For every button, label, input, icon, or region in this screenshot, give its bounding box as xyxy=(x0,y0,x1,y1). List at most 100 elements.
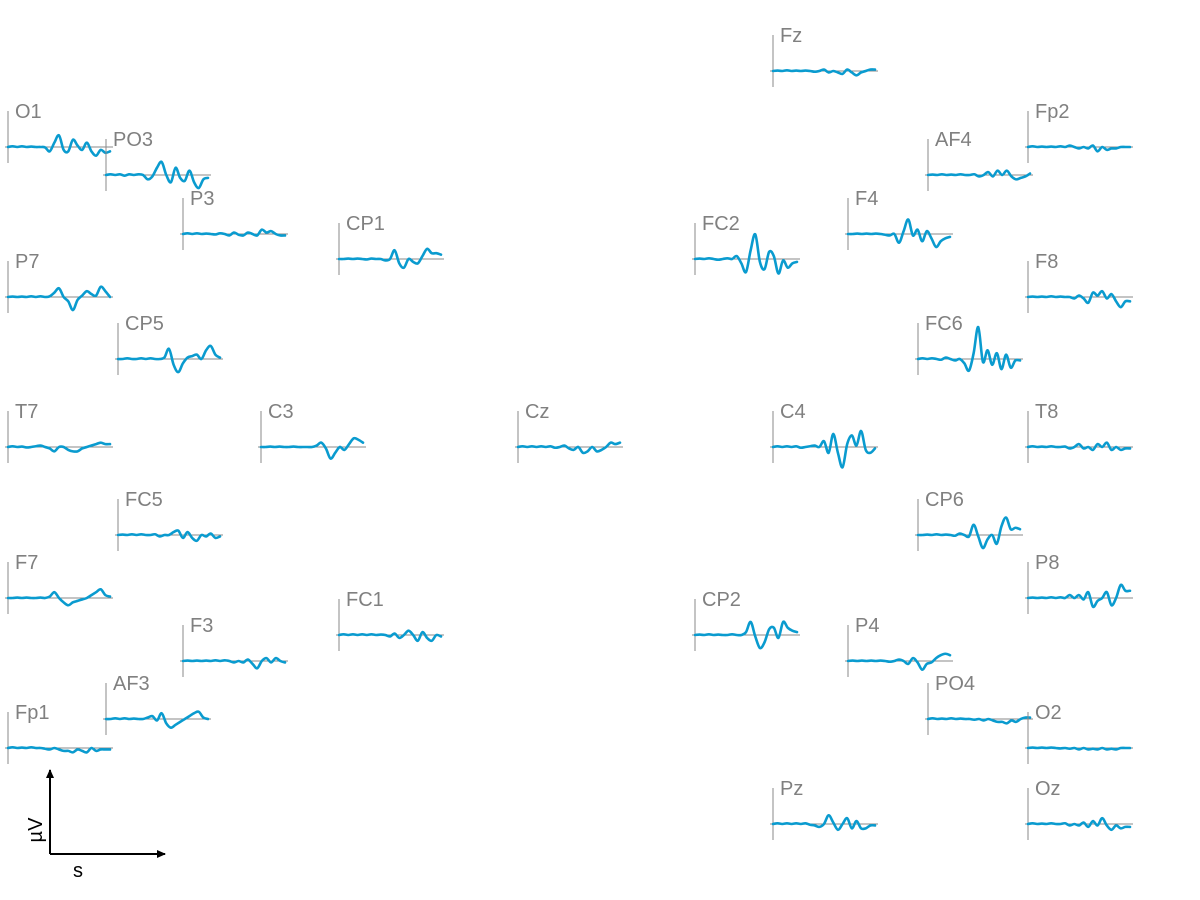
channel-p7: P7 xyxy=(5,251,113,313)
channel-waveform xyxy=(337,247,443,270)
channel-label: PO4 xyxy=(935,673,975,695)
channel-label: Fp2 xyxy=(1035,101,1069,123)
channel-label: P7 xyxy=(15,251,39,273)
channel-label: FC2 xyxy=(702,213,740,235)
channel-label: F8 xyxy=(1035,251,1058,273)
channel-label: CP6 xyxy=(925,489,964,511)
channel-label: Cz xyxy=(525,401,549,423)
channel-plots: O1 PO3 P3 CP1 P7 CP5 T7 C3 Cz FC5 F7 FC1 F3 AF3 Fp1 Fz F… xyxy=(5,25,1133,840)
channel-label: FC6 xyxy=(925,313,963,335)
channel-cp2: CP2 xyxy=(692,589,800,651)
channel-waveform xyxy=(181,228,287,237)
channel-waveform xyxy=(771,429,877,469)
channel-p8: P8 xyxy=(1025,552,1133,614)
channel-waveform xyxy=(1026,144,1132,153)
channel-t8: T8 xyxy=(1025,401,1133,463)
channel-waveform xyxy=(926,169,1032,181)
channel-pz: Pz xyxy=(770,778,878,840)
channel-waveform xyxy=(6,745,112,754)
channel-fp1: Fp1 xyxy=(5,702,113,764)
channel-po3: PO3 xyxy=(103,129,211,191)
channel-label: F7 xyxy=(15,552,38,574)
channel-waveform xyxy=(259,436,365,460)
channel-label: P3 xyxy=(190,188,214,210)
channel-label: T8 xyxy=(1035,401,1058,423)
channel-waveform xyxy=(771,814,877,832)
channel-label: CP2 xyxy=(702,589,741,611)
scale-x-label: s xyxy=(73,860,83,882)
channel-label: Oz xyxy=(1035,778,1061,800)
channel-waveform xyxy=(116,529,222,543)
channel-waveform xyxy=(916,516,1022,550)
channel-label: AF3 xyxy=(113,673,150,695)
channel-waveform xyxy=(926,716,1032,725)
channel-fc6: FC6 xyxy=(915,313,1023,375)
channel-waveform xyxy=(1026,816,1132,832)
channel-label: Fz xyxy=(780,25,802,47)
channel-waveform xyxy=(516,441,622,455)
channel-waveform xyxy=(116,344,222,374)
channel-p3: P3 xyxy=(180,188,288,250)
channel-label: CP1 xyxy=(346,213,385,235)
channel-label: FC5 xyxy=(125,489,163,511)
channel-waveform xyxy=(6,285,112,312)
channel-waveform xyxy=(693,232,799,275)
channel-label: P4 xyxy=(855,615,879,637)
channel-label: C4 xyxy=(780,401,806,423)
channel-waveform xyxy=(693,620,799,650)
channel-waveform xyxy=(846,218,952,249)
channel-cp1: CP1 xyxy=(336,213,444,275)
channel-waveform xyxy=(916,325,1022,373)
channel-waveform xyxy=(104,160,210,190)
channel-label: AF4 xyxy=(935,129,972,151)
channel-label: Fp1 xyxy=(15,702,49,724)
channel-c3: C3 xyxy=(258,401,366,463)
channel-label: P8 xyxy=(1035,552,1059,574)
channel-waveform xyxy=(1026,746,1132,751)
channel-label: T7 xyxy=(15,401,38,423)
channel-label: O2 xyxy=(1035,702,1062,724)
channel-waveform xyxy=(6,133,112,157)
channel-label: PO3 xyxy=(113,129,153,151)
channel-waveform xyxy=(181,656,287,670)
channel-waveform xyxy=(6,587,112,607)
channel-fc2: FC2 xyxy=(692,213,800,275)
channel-cp6: CP6 xyxy=(915,489,1023,551)
channel-waveform xyxy=(337,629,443,643)
channel-label: CP5 xyxy=(125,313,164,335)
channel-cz: Cz xyxy=(515,401,623,463)
channel-fc1: FC1 xyxy=(336,589,444,651)
channel-o2: O2 xyxy=(1025,702,1133,764)
channel-waveform xyxy=(1026,441,1132,452)
channel-label: Pz xyxy=(780,778,803,800)
channel-af3: AF3 xyxy=(103,673,211,735)
channel-fz: Fz xyxy=(770,25,878,87)
channel-cp5: CP5 xyxy=(115,313,223,375)
scale-y-label: µV xyxy=(25,817,47,843)
channel-f3: F3 xyxy=(180,615,288,677)
channel-waveform xyxy=(846,652,952,671)
channel-waveform xyxy=(1026,583,1132,609)
channel-af4: AF4 xyxy=(925,129,1033,191)
channel-f8: F8 xyxy=(1025,251,1133,313)
channel-label: F4 xyxy=(855,188,878,210)
channel-waveform xyxy=(771,68,877,77)
channel-t7: T7 xyxy=(5,401,113,463)
channel-o1: O1 xyxy=(5,101,113,163)
channel-waveform xyxy=(6,441,112,453)
channel-waveform xyxy=(104,710,210,730)
channel-fc5: FC5 xyxy=(115,489,223,551)
channel-fp2: Fp2 xyxy=(1025,101,1133,163)
channel-p4: P4 xyxy=(845,615,953,677)
channel-label: C3 xyxy=(268,401,294,423)
channel-po4: PO4 xyxy=(925,673,1033,735)
channel-oz: Oz xyxy=(1025,778,1133,840)
channel-label: O1 xyxy=(15,101,42,123)
channel-f7: F7 xyxy=(5,552,113,614)
channel-c4: C4 xyxy=(770,401,878,469)
channel-label: FC1 xyxy=(346,589,384,611)
channel-waveform xyxy=(1026,289,1132,309)
scale-legend: s µV xyxy=(25,769,166,882)
channel-label: F3 xyxy=(190,615,213,637)
